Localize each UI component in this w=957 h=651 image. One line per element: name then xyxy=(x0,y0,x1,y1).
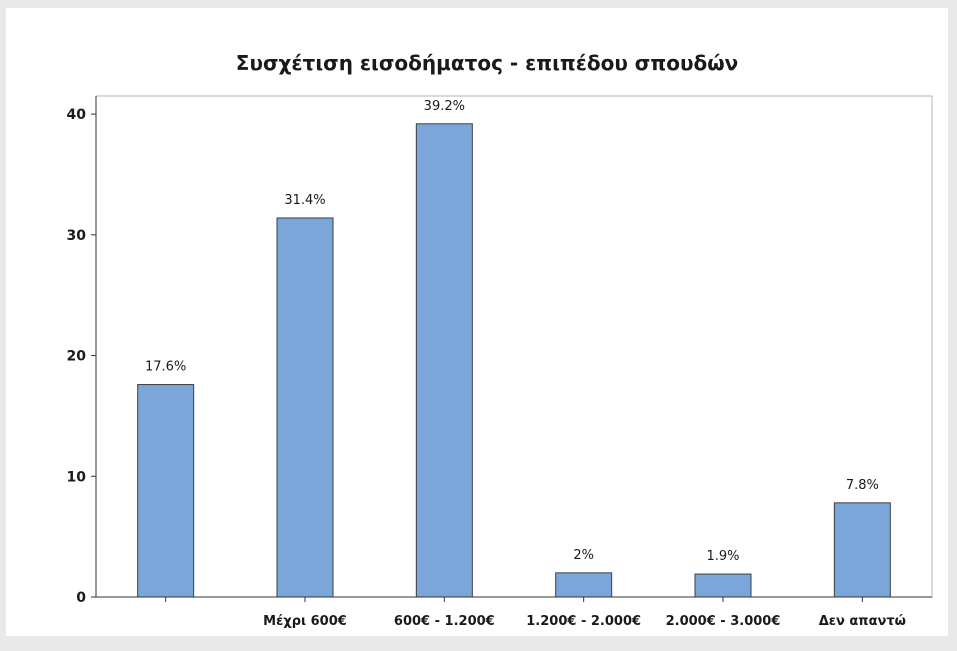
chart-frame: Συσχέτιση εισοδήματος - επιπέδου σπουδών… xyxy=(6,8,948,636)
data-label: 7.8% xyxy=(846,478,879,493)
y-axis: 0 10 20 30 40 xyxy=(67,107,96,606)
x-tick-label: Δεν απαντώ xyxy=(819,614,906,629)
bar xyxy=(555,572,613,598)
bar xyxy=(694,573,752,598)
data-label: 17.6% xyxy=(145,360,186,375)
bar xyxy=(833,502,891,598)
plot-area xyxy=(95,95,933,598)
bars: 17.6% 31.4% 39.2% 2% 1.9% 7.8% xyxy=(137,99,891,598)
chart-title: Συσχέτιση εισοδήματος - επιπέδου σπουδών xyxy=(236,51,738,75)
data-label: 2% xyxy=(573,548,594,563)
y-tick-label: 0 xyxy=(76,590,86,606)
x-tick-label: Μέχρι 600€ xyxy=(263,614,347,629)
x-tick-label: 600€ - 1.200€ xyxy=(394,614,495,629)
x-axis: Μέχρι 600€ 600€ - 1.200€ 1.200€ - 2.000€ 2.… xyxy=(165,597,906,629)
y-tick-label: 30 xyxy=(67,228,87,244)
bar xyxy=(415,123,473,598)
data-label: 1.9% xyxy=(706,549,739,564)
y-tick-label: 20 xyxy=(67,349,87,365)
bar xyxy=(276,217,334,598)
y-tick-label: 40 xyxy=(67,107,87,123)
y-tick-label: 10 xyxy=(67,469,87,485)
bar-chart: Συσχέτιση εισοδήματος - επιπέδου σπουδών… xyxy=(67,51,933,629)
bar xyxy=(137,384,195,598)
data-label: 31.4% xyxy=(284,193,325,208)
x-tick-label: 2.000€ - 3.000€ xyxy=(666,614,781,629)
x-tick-label: 1.200€ - 2.000€ xyxy=(526,614,641,629)
data-label: 39.2% xyxy=(424,99,465,114)
